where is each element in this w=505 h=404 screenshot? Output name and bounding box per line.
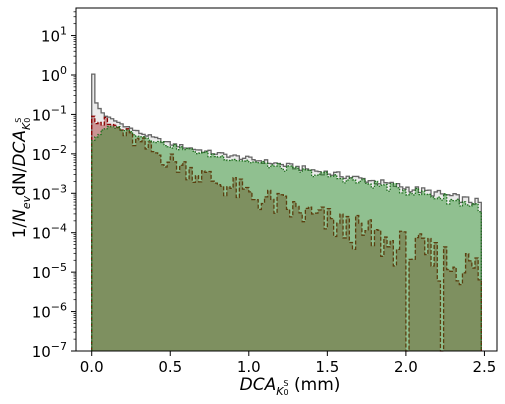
y-tick-label: 10−4 xyxy=(32,222,67,243)
histogram-edge-0 xyxy=(91,73,482,351)
x-tick-label: 2.0 xyxy=(394,358,418,376)
histogram-fill-0 xyxy=(91,74,482,352)
x-tick-label: 0.5 xyxy=(158,358,182,376)
y-tick-label: 10−7 xyxy=(32,340,67,361)
histogram-fill-1 xyxy=(91,116,482,351)
y-axis-label: 1/NevdN/DCAKS0 xyxy=(10,118,33,239)
y-tick-label: 10−5 xyxy=(32,261,67,282)
y-tick-label: 101 xyxy=(41,25,67,46)
histogram-edge-2 xyxy=(91,125,482,351)
y-tick-label: 10−3 xyxy=(32,182,67,203)
y-tick-label: 10−2 xyxy=(32,143,67,164)
y-tick-label: 100 xyxy=(41,64,67,85)
x-tick-label: 2.5 xyxy=(473,358,497,376)
y-tick-label: 10−6 xyxy=(32,301,67,322)
histogram-edge-1 xyxy=(91,115,482,352)
x-tick-label: 0.0 xyxy=(80,358,104,376)
x-tick-label: 1.5 xyxy=(315,358,339,376)
plot-area xyxy=(76,8,497,351)
series-layer xyxy=(91,73,482,352)
y-tick-label: 10−1 xyxy=(32,103,67,124)
histogram-fill-2 xyxy=(91,126,482,352)
x-axis-label: DCAKS 0 (mm) xyxy=(240,375,341,398)
x-tick-label: 1.0 xyxy=(237,358,261,376)
plot-frame xyxy=(75,7,498,352)
